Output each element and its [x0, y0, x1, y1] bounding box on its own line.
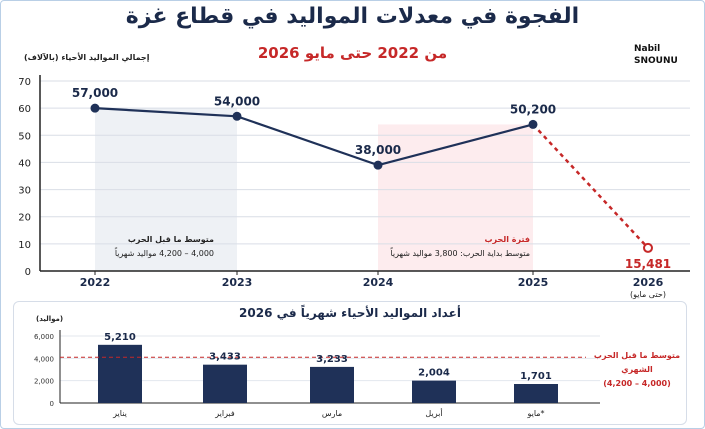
y-tick-label: 0	[25, 267, 31, 278]
bar-category-label: أبريل	[425, 408, 442, 418]
war-annotation-title: فترة الحرب	[484, 235, 530, 244]
bar-category-label: فبراير	[214, 409, 235, 418]
births-series-line	[94, 107, 534, 167]
bar	[514, 384, 558, 403]
y-tick-label: 20	[18, 213, 31, 224]
war-annotation: فترة الحرب متوسط بداية الحرب: 3,800 موال…	[380, 233, 530, 261]
projection-point	[643, 242, 653, 253]
bar-data-label: 5,210	[104, 332, 136, 343]
bar-category-label: مايو*	[526, 409, 544, 418]
bar-data-label: 1,701	[520, 371, 552, 382]
x-tick-label: 2023	[222, 276, 253, 289]
prewar-annotation-title: متوسط ما قبل الحرب	[127, 235, 214, 244]
data-point	[528, 119, 538, 129]
y-tick-label: 60	[18, 104, 31, 115]
data-label: 57,000	[72, 86, 118, 100]
y-tick-label: 70	[18, 77, 31, 88]
bar	[310, 366, 354, 403]
y-tick-label: 30	[18, 186, 31, 197]
data-label: 38,000	[355, 143, 401, 157]
bar-y-tick-label: 4,000	[34, 355, 54, 363]
reference-line-range: (4,000 – 4,200)	[603, 379, 671, 388]
bar-category-label: مارس	[322, 409, 342, 418]
data-label: 54,000	[214, 94, 260, 108]
line-chart-y-axis-label: إجمالي المواليد الأحياء (بالآلاف)	[24, 53, 150, 62]
y-tick-label: 40	[18, 158, 31, 169]
bar-chart-title: أعداد المواليد الأحياء شهرياً في 2026	[239, 306, 461, 320]
bar-data-label: 3,433	[209, 352, 241, 363]
bar-y-tick-label: 6,000	[34, 333, 54, 341]
author-first-name: Nabil	[634, 44, 661, 54]
chart-subtitle: من 2022 حتى مايو 2026	[257, 44, 448, 62]
x-tick-label: 2024	[363, 276, 394, 289]
data-point	[232, 111, 242, 121]
war-annotation-value: متوسط بداية الحرب: 3,800 مواليد شهرياً	[390, 249, 530, 258]
author-last-name: SNOUNU	[634, 56, 678, 66]
y-tick-label: 50	[18, 131, 31, 142]
data-point	[90, 103, 100, 113]
bar	[203, 364, 247, 403]
author-credit: Nabil SNOUNU	[634, 43, 678, 67]
war-period-shading	[378, 124, 533, 271]
x-tick-sublabel-projection: (حتى مايو)	[630, 290, 666, 299]
x-tick-label: 2025	[518, 276, 549, 289]
data-point	[373, 160, 383, 170]
chart-title: الفجوة في معدلات المواليد في قطاع غزة	[125, 4, 580, 29]
reference-line-note: متوسط ما قبل الحرب الشهري (4,000 – 4,200…	[582, 349, 692, 391]
y-tick-label: 10	[18, 240, 31, 251]
bar-y-tick-label: 0	[50, 400, 54, 408]
bar-data-label: 3,233	[316, 354, 348, 365]
bar	[412, 380, 456, 403]
bar-category-label: يناير	[112, 409, 127, 418]
bar-y-tick-label: 2,000	[34, 378, 54, 386]
prewar-annotation: متوسط ما قبل الحرب 4,000 – 4,200 مواليد …	[104, 233, 214, 261]
reference-line-label: متوسط ما قبل الحرب الشهري	[593, 351, 681, 374]
x-tick-label-projection: 2026	[633, 276, 664, 289]
projection-data-label: 15,481	[625, 257, 671, 271]
x-tick-label: 2022	[80, 276, 111, 289]
prewar-annotation-value: 4,000 – 4,200 مواليد شهرياً	[114, 249, 214, 258]
line-chart: 0 10 20 30 40 50 60 70 2022 2023 2024 2025 2026(حتى…	[18, 75, 690, 299]
data-label: 50,200	[510, 102, 556, 116]
bar-data-label: 2,004	[418, 368, 450, 379]
bar	[98, 344, 142, 403]
bar-y-axis-label: (مواليد)	[36, 315, 63, 323]
